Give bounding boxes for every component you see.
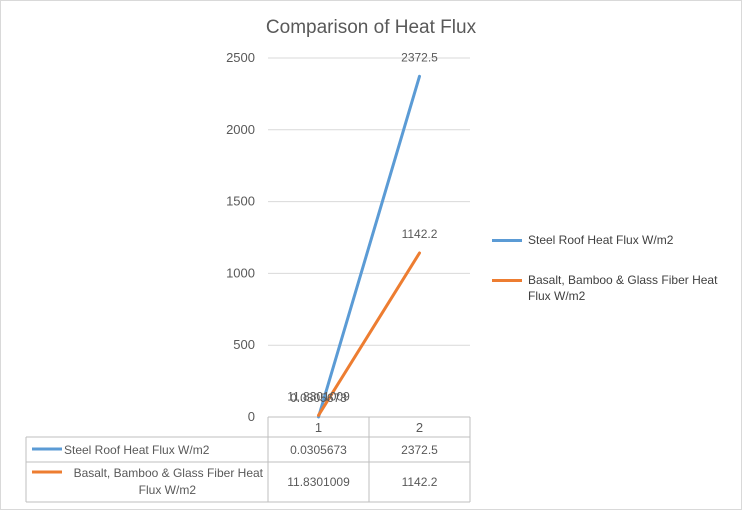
legend-swatch-steel-roof (492, 239, 522, 242)
y-tick-label: 500 (233, 337, 255, 352)
y-tick-label: 0 (248, 409, 255, 424)
y-tick-label: 2000 (226, 122, 255, 137)
legend-label-basalt-bamboo-glass: Basalt, Bamboo & Glass Fiber Heat Flux W/… (528, 273, 718, 303)
table-cell: 2372.5 (401, 443, 438, 457)
data-label: 0.0305673 (290, 391, 347, 405)
table-cell: 11.8301009 (287, 475, 350, 489)
table-series-name: Flux W/m2 (139, 483, 197, 497)
series-lines (317, 74, 421, 419)
series-line (317, 251, 421, 417)
y-tick-label: 1000 (226, 265, 255, 280)
y-tick-label: 1500 (226, 194, 255, 209)
series-line (317, 74, 421, 419)
data-label: 2372.5 (401, 50, 438, 64)
legend: Steel Roof Heat Flux W/m2 Basalt, Bamboo… (492, 232, 737, 328)
data-label: 11.8301009 (287, 389, 350, 403)
y-axis-tick-labels: 0 500 1000 1500 2000 2500 (226, 50, 255, 424)
gridlines (268, 57, 470, 418)
data-label: 1142.2 (402, 227, 438, 241)
chart-title: Comparison of Heat Flux (266, 17, 477, 38)
legend-label-steel-roof: Steel Roof Heat Flux W/m2 (528, 233, 674, 247)
y-tick-label: 2500 (226, 50, 255, 65)
legend-item-basalt-bamboo-glass: Basalt, Bamboo & Glass Fiber Heat Flux W/… (492, 272, 737, 304)
table-cell: 1142.2 (402, 475, 438, 489)
data-labels: 0.0305673 2372.5 11.8301009 1142.2 (287, 50, 438, 405)
table-series-name: Steel Roof Heat Flux W/m2 (64, 443, 210, 457)
data-table: 1 2 Steel Roof Heat Flux W/m2 0.0305673 2372… (25, 416, 471, 503)
table-series-name: Basalt, Bamboo & Glass Fiber Heat (74, 466, 264, 480)
legend-item-steel-roof: Steel Roof Heat Flux W/m2 (492, 232, 737, 248)
x-category-label: 2 (416, 420, 423, 435)
table-cell: 0.0305673 (290, 443, 347, 457)
x-category-label: 1 (315, 420, 322, 435)
legend-swatch-basalt-bamboo-glass (492, 279, 522, 282)
